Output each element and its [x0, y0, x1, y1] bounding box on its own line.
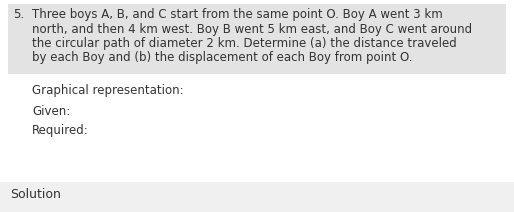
FancyBboxPatch shape: [8, 4, 506, 74]
Text: Graphical representation:: Graphical representation:: [32, 84, 183, 97]
Text: 5.: 5.: [13, 8, 24, 21]
Text: Three boys A, B, and C start from the same point O. Boy A went 3 km: Three boys A, B, and C start from the sa…: [32, 8, 443, 21]
Text: north, and then 4 km west. Boy B went 5 km east, and Boy C went around: north, and then 4 km west. Boy B went 5 …: [32, 22, 472, 35]
Text: by each Boy and (b) the displacement of each Boy from point O.: by each Boy and (b) the displacement of …: [32, 52, 413, 64]
Text: the circular path of diameter 2 km. Determine (a) the distance traveled: the circular path of diameter 2 km. Dete…: [32, 37, 457, 50]
Text: Required:: Required:: [32, 124, 89, 137]
FancyBboxPatch shape: [0, 182, 514, 212]
Text: Given:: Given:: [32, 105, 70, 118]
Text: Solution: Solution: [10, 188, 61, 201]
